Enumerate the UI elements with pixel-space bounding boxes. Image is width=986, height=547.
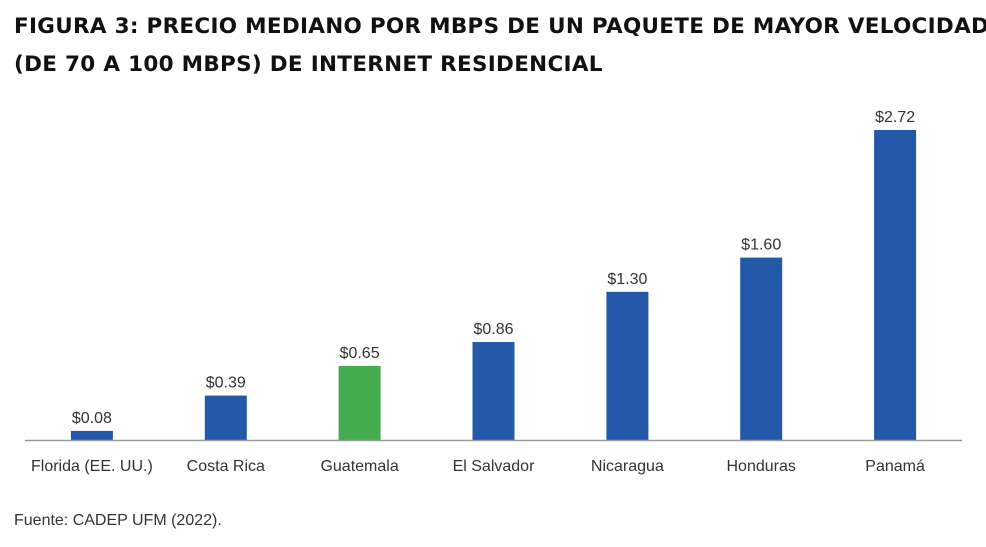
bar-4 [606, 291, 649, 440]
category-label-5: Honduras [727, 458, 796, 475]
category-label-4: Nicaragua [591, 458, 664, 475]
value-label-4: $1.30 [607, 271, 647, 288]
category-label-2: Guatemala [320, 458, 398, 475]
chart-title: FIGURA 3: PRECIO MEDIANO POR MBPS DE UN … [14, 8, 986, 84]
value-label-2: $0.65 [340, 345, 380, 362]
chart-title-line-1: FIGURA 3: PRECIO MEDIANO POR MBPS DE UN … [14, 14, 986, 39]
source-note: Fuente: CADEP UFM (2022). [14, 512, 222, 529]
category-label-0: Florida (EE. UU.) [31, 458, 153, 475]
bar-2 [338, 365, 381, 440]
bar-6 [874, 130, 917, 440]
chart-title-line-2: (DE 70 A 100 MBPS) DE INTERNET RESIDENCI… [14, 52, 603, 77]
bar-chart: $0.08 Florida (EE. UU.) $0.39 Costa Rica $0.… [25, 109, 962, 475]
value-label-3: $0.86 [473, 321, 513, 338]
category-label-3: El Salvador [453, 458, 535, 475]
value-label-0: $0.08 [72, 410, 112, 427]
bar-5 [740, 257, 783, 440]
bar-0 [70, 430, 113, 440]
value-label-6: $2.72 [875, 109, 915, 126]
category-label-6: Panamá [865, 458, 925, 475]
value-label-1: $0.39 [206, 375, 246, 392]
bar-1 [204, 395, 247, 440]
value-label-5: $1.60 [741, 237, 781, 254]
category-label-1: Costa Rica [187, 458, 265, 475]
bar-3 [472, 342, 515, 440]
